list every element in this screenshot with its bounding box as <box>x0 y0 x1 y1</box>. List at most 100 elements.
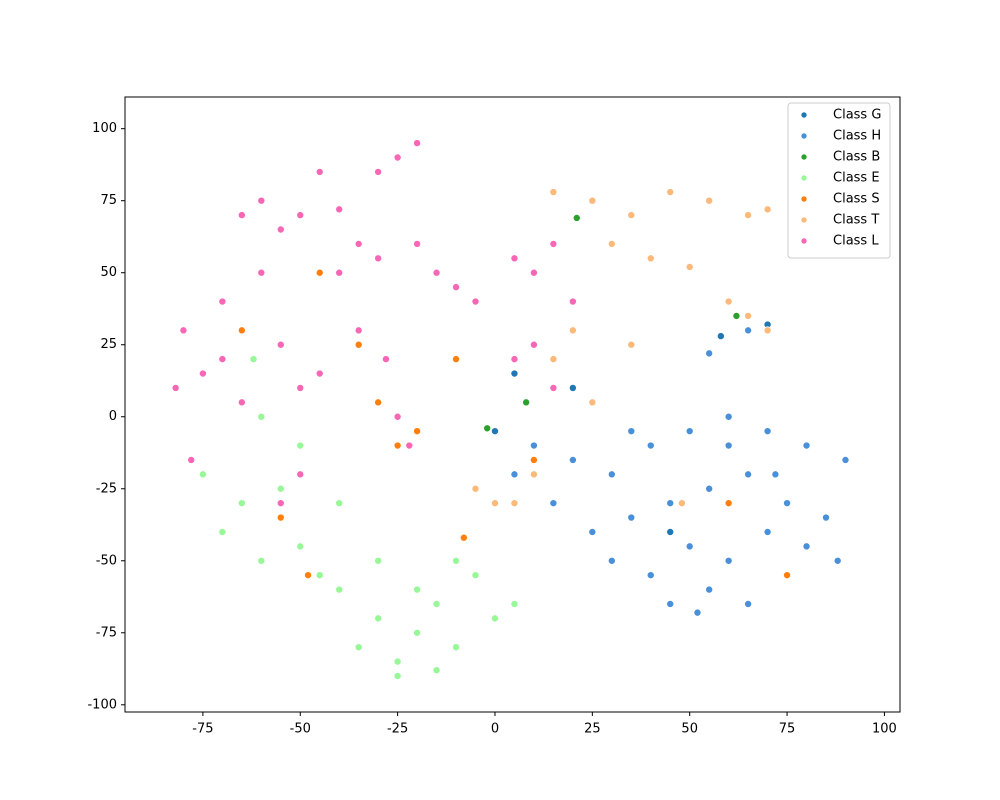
point <box>510 470 519 479</box>
y-tick-label: 75 <box>100 193 117 208</box>
point <box>529 455 538 464</box>
point <box>646 254 655 263</box>
point <box>510 499 519 508</box>
point <box>354 239 363 248</box>
point <box>296 383 305 392</box>
point <box>237 499 246 508</box>
y-tick-label: -100 <box>87 697 117 712</box>
x-tick-label: -25 <box>387 722 408 737</box>
point <box>802 542 811 551</box>
point <box>510 599 519 608</box>
point <box>568 297 577 306</box>
point <box>198 369 207 378</box>
point <box>315 167 324 176</box>
point <box>218 355 227 364</box>
legend-marker <box>800 237 808 245</box>
point <box>802 441 811 450</box>
point <box>529 268 538 277</box>
point <box>296 211 305 220</box>
legend-box <box>787 102 891 259</box>
point <box>744 211 753 220</box>
point <box>459 533 468 542</box>
point <box>666 499 675 508</box>
point <box>627 211 636 220</box>
point <box>549 355 558 364</box>
point <box>763 427 772 436</box>
point <box>588 196 597 205</box>
point <box>335 499 344 508</box>
point <box>833 556 842 565</box>
point <box>374 398 383 407</box>
point <box>276 513 285 522</box>
point <box>666 188 675 197</box>
point <box>549 188 558 197</box>
point <box>841 455 850 464</box>
y-tick-label: 25 <box>100 337 117 352</box>
point <box>732 311 741 320</box>
legend-label: Class L <box>833 234 879 249</box>
legend-label: Class H <box>833 129 881 144</box>
point <box>705 196 714 205</box>
point <box>685 542 694 551</box>
point <box>432 268 441 277</box>
point <box>432 666 441 675</box>
point <box>413 628 422 637</box>
point <box>646 441 655 450</box>
point <box>763 527 772 536</box>
legend-marker <box>800 132 808 140</box>
point <box>685 427 694 436</box>
legend: Class G Class H Class B Class E Class S Class… <box>787 102 891 259</box>
point <box>510 254 519 263</box>
x-tick-label: 0 <box>491 722 499 737</box>
y-tick-label: 0 <box>109 409 117 424</box>
legend-label: Class B <box>833 150 880 165</box>
y-tick-label: -25 <box>96 481 117 496</box>
point <box>413 585 422 594</box>
point <box>276 484 285 493</box>
point <box>187 455 196 464</box>
point <box>452 643 461 652</box>
legend-label: Class E <box>833 171 880 186</box>
point <box>572 213 581 222</box>
point <box>171 383 180 392</box>
y-tick-label: -75 <box>96 625 117 640</box>
point <box>374 167 383 176</box>
point <box>413 427 422 436</box>
point <box>522 398 531 407</box>
point <box>335 585 344 594</box>
point <box>335 268 344 277</box>
point <box>724 556 733 565</box>
point <box>783 571 792 580</box>
point <box>763 205 772 214</box>
legend-marker <box>800 111 808 119</box>
point <box>471 571 480 580</box>
point <box>666 527 675 536</box>
point <box>693 608 702 617</box>
point <box>374 254 383 263</box>
point <box>705 585 714 594</box>
plot-frame <box>124 96 901 713</box>
point <box>783 499 792 508</box>
point <box>490 427 499 436</box>
point <box>568 326 577 335</box>
point <box>510 369 519 378</box>
point <box>393 657 402 666</box>
point <box>568 455 577 464</box>
legend-label: Class T <box>833 213 879 228</box>
point <box>685 262 694 271</box>
point <box>549 383 558 392</box>
legend-label: Class G <box>833 108 881 123</box>
y-tick-label: -50 <box>96 553 117 568</box>
point <box>716 332 725 341</box>
point <box>315 268 324 277</box>
point <box>705 349 714 358</box>
point <box>296 441 305 450</box>
point <box>257 412 266 421</box>
x-tick-label: 100 <box>872 722 897 737</box>
point <box>607 556 616 565</box>
point <box>405 441 414 450</box>
point <box>471 297 480 306</box>
point <box>393 671 402 680</box>
point <box>452 283 461 292</box>
